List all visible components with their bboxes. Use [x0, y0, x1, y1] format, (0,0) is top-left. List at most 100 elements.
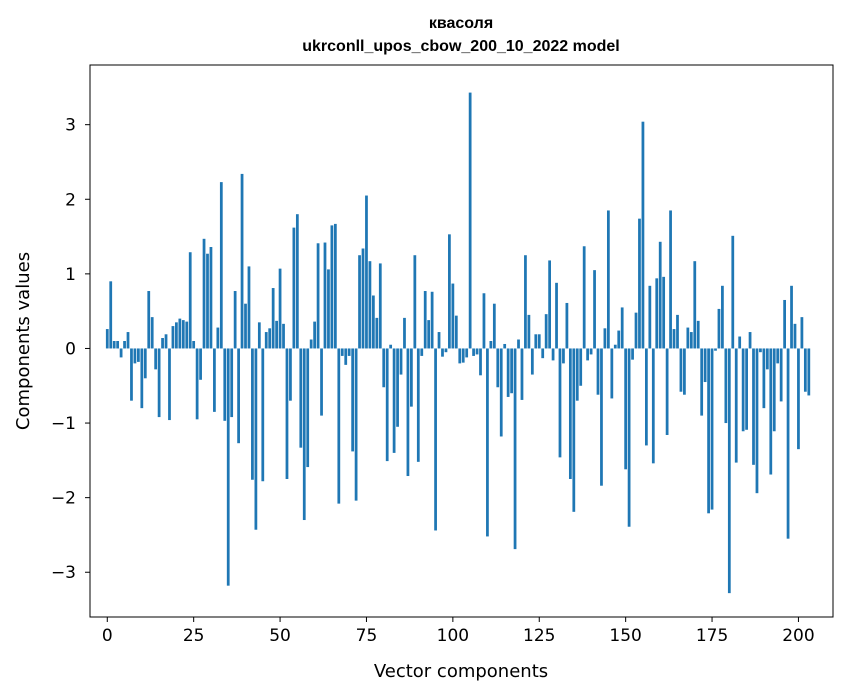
bar-24	[188, 252, 192, 349]
bar-48	[271, 288, 275, 349]
bar-104	[465, 348, 469, 358]
bar-152	[631, 348, 634, 360]
bar-78	[375, 317, 379, 349]
bar-191	[765, 348, 769, 370]
bar-98	[444, 348, 448, 353]
bar-81	[385, 348, 389, 462]
bar-156	[645, 348, 648, 446]
bar-163	[669, 210, 672, 349]
bar-20	[175, 322, 178, 349]
bar-127	[544, 314, 548, 349]
bar-37	[233, 291, 237, 349]
bar-92	[423, 291, 427, 349]
bar-122	[527, 314, 531, 349]
bar-169	[689, 332, 693, 349]
bar-86	[403, 317, 406, 349]
bar-91	[420, 348, 424, 356]
y-tick-label--1: −1	[51, 414, 76, 434]
bar-47	[268, 328, 272, 349]
bar-178	[721, 285, 724, 349]
bar-15	[157, 348, 161, 418]
bar-136	[575, 348, 579, 401]
bar-84	[396, 348, 399, 427]
y-axis-label: Components values	[13, 252, 34, 430]
x-tick-label-75: 75	[356, 626, 378, 646]
bar-36	[230, 348, 234, 418]
bar-114	[499, 348, 503, 437]
bar-195	[779, 348, 783, 402]
x-axis-label: Vector components	[374, 661, 548, 682]
bar-65	[330, 225, 334, 349]
bar-2	[112, 341, 116, 349]
y-tick-label--3: −3	[51, 563, 76, 583]
bar-71	[351, 348, 355, 452]
bar-150	[624, 348, 628, 470]
bar-31	[213, 348, 216, 412]
bar-34	[223, 348, 227, 421]
bar-85	[399, 348, 403, 375]
bar-183	[738, 336, 742, 349]
bar-148	[617, 330, 621, 349]
bar-173	[703, 348, 707, 383]
bar-121	[524, 255, 527, 349]
bar-79	[378, 263, 382, 349]
bar-50	[278, 268, 282, 349]
bar-100	[451, 283, 455, 349]
bar-6	[126, 332, 130, 349]
bars-group	[105, 92, 811, 594]
bar-12	[147, 291, 151, 349]
bar-1	[109, 281, 113, 349]
bar-202	[803, 348, 807, 392]
bar-115	[503, 343, 507, 349]
bar-97	[441, 348, 444, 357]
bar-5	[123, 341, 126, 349]
bar-133	[565, 302, 569, 349]
bar-7	[130, 348, 133, 401]
bar-190	[762, 348, 766, 409]
bar-0	[105, 329, 109, 349]
x-tick-label-100: 100	[437, 626, 469, 646]
bar-33	[219, 182, 223, 349]
bar-29	[206, 253, 209, 349]
bar-157	[648, 285, 652, 349]
bar-68	[340, 348, 344, 356]
bar-96	[437, 332, 441, 349]
bar-14	[154, 348, 158, 370]
bar-180	[727, 348, 731, 594]
bar-194	[776, 348, 780, 364]
bar-3	[116, 341, 120, 349]
bar-126	[541, 348, 545, 359]
bar-59	[309, 339, 313, 349]
bar-171	[696, 320, 700, 349]
x-tick-label-125: 125	[523, 626, 555, 646]
bar-125	[537, 334, 541, 349]
bar-143	[600, 348, 603, 486]
bar-130	[555, 282, 558, 349]
chart-title: квасоля	[429, 15, 493, 32]
bar-52	[285, 348, 289, 479]
bar-19	[171, 326, 175, 349]
bar-168	[686, 327, 690, 349]
y-axis-ticks: −3 −2 −1 0 1 2 3	[51, 116, 90, 583]
bar-22	[181, 320, 185, 349]
bar-101	[454, 315, 458, 349]
bar-198	[790, 285, 793, 349]
bar-175	[710, 348, 714, 510]
y-tick-label--2: −2	[51, 489, 76, 509]
bar-113	[496, 348, 500, 388]
bar-188	[755, 348, 759, 494]
bar-140	[589, 348, 593, 355]
bar-72	[354, 348, 358, 501]
bar-189	[759, 348, 762, 353]
bar-82	[389, 344, 393, 349]
bar-80	[382, 348, 386, 388]
bar-128	[548, 260, 551, 349]
bar-193	[772, 348, 776, 432]
bar-147	[613, 344, 617, 349]
bar-102	[458, 348, 462, 364]
bar-138	[582, 246, 586, 349]
bar-89	[413, 255, 417, 349]
bar-13	[150, 317, 154, 349]
plot-area-frame	[89, 64, 834, 618]
